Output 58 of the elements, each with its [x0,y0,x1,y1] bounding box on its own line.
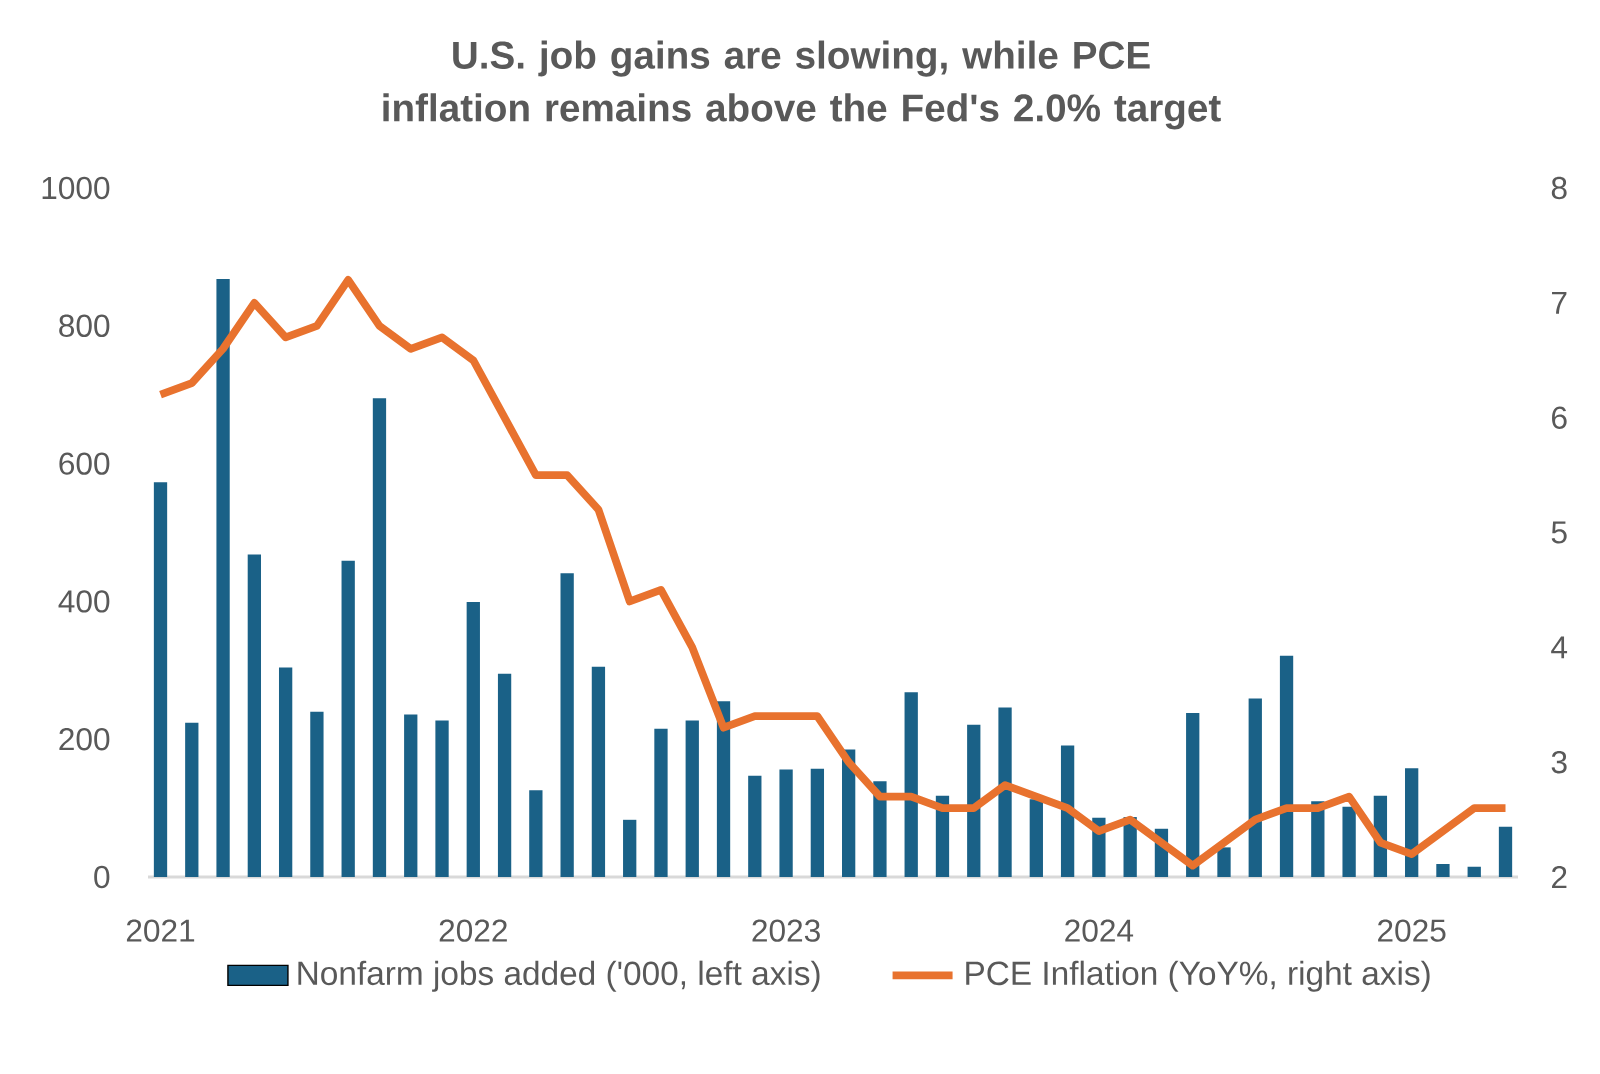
bar [1217,847,1231,877]
y2-tick-label: 6 [1552,406,1567,429]
x-tick-label: 2023 [752,919,820,942]
bar [153,482,168,877]
bar [435,720,449,877]
y-tick-label: 400 [58,590,110,613]
bar [998,707,1012,877]
bar [372,398,387,877]
y2-tick-label: 3 [1551,750,1567,774]
bar [748,775,762,877]
bar [529,790,543,877]
bar [967,724,981,877]
bar [1248,698,1262,877]
legend-label: PCE Inflation (YoY%, right axis) [966,960,1430,992]
y-tick-label: 200 [59,727,110,751]
bar [1498,826,1513,877]
bar [1467,866,1481,877]
y2-tick-label: 5 [1551,521,1567,544]
y-tick-label: 600 [59,452,110,475]
bar [497,673,512,877]
y2-tick-label: 7 [1552,291,1567,314]
bar [904,692,918,877]
bar [1342,806,1356,877]
y-tick-label: 1000 [42,176,110,200]
legend-label: Nonfarm jobs added ('000, left axis) [298,960,820,992]
y-tick-label: 0 [94,865,110,889]
x-tick-label: 2024 [1065,919,1134,942]
bar [1186,713,1200,877]
bar [404,714,418,877]
bar [1436,863,1450,877]
bar [310,711,324,877]
bar [560,573,574,877]
bar [1060,745,1075,877]
y-tick-label: 800 [59,314,110,338]
bar [685,720,699,877]
y2-tick-label: 8 [1551,176,1567,200]
bar [1405,768,1419,877]
y2-tick-label: 4 [1551,636,1568,659]
bar [1029,799,1043,877]
bar [247,554,261,877]
bar [623,819,637,877]
bar [278,667,293,877]
bar [779,769,793,877]
x-tick-label: 2025 [1378,919,1446,942]
bar [466,602,480,877]
x-tick-label: 2022 [439,919,507,942]
bar [185,722,199,877]
x-tick-label: 2021 [126,919,195,942]
bar [810,768,825,877]
bar [716,701,731,877]
bar [654,728,668,877]
bar [216,278,230,877]
bar [341,560,355,877]
bar [591,666,606,877]
chart-title: U.S. job gains are slowing, while PCE inflation remains above the Fed's 2.0% target [383,40,1221,130]
bar [1279,655,1294,877]
y2-tick-label: 2 [1552,865,1567,889]
bar [873,781,887,877]
